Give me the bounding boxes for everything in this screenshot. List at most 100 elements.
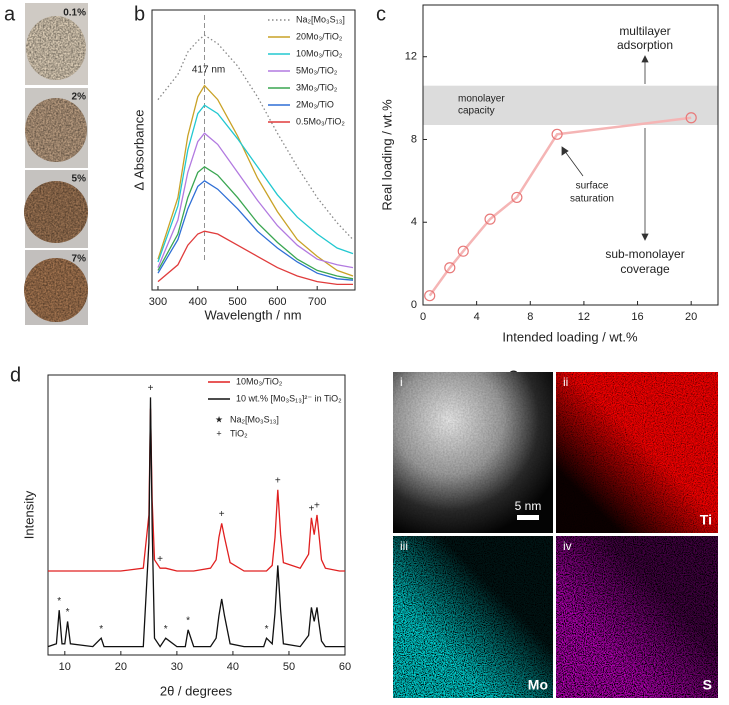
panel-label: b xyxy=(134,3,145,25)
peak-label: + xyxy=(275,475,281,486)
photo-label: 0.1% xyxy=(63,8,86,19)
key-symbol: + xyxy=(216,428,221,438)
annotation: coverage xyxy=(620,262,670,276)
x-axis-title: 2θ / degrees xyxy=(160,683,233,698)
peak-label: + xyxy=(148,383,154,394)
peak-label: + xyxy=(157,554,163,565)
legend-label: 5Mo₃/TiO₂ xyxy=(296,65,338,75)
point xyxy=(424,290,436,302)
x-tick-label: 0 xyxy=(420,311,426,323)
y-tick-label: 4 xyxy=(411,216,417,228)
annotation: 417 nm xyxy=(192,65,225,76)
annotation: adsorption xyxy=(617,38,673,52)
plot-frame xyxy=(422,4,719,306)
element-label: Mo xyxy=(528,677,548,693)
legend-label: 10Mo₃/TiO₂ xyxy=(236,376,283,386)
series-line xyxy=(157,34,354,241)
x-tick-label: 700 xyxy=(308,296,326,308)
element-label: S xyxy=(703,677,712,693)
arrow-head xyxy=(561,146,569,156)
annotation: surface xyxy=(576,181,609,192)
peak-label: * xyxy=(57,596,61,607)
series-line xyxy=(157,165,354,280)
peak-label: * xyxy=(265,624,269,635)
arrow-head xyxy=(641,233,649,241)
photo-label: 5% xyxy=(72,174,87,185)
point xyxy=(511,191,523,204)
series-line xyxy=(48,408,345,572)
legend-label: 3Mo₃/TiO₂ xyxy=(296,82,338,92)
legend-label: Na₂[Mo₃S₁₃] xyxy=(296,14,345,24)
powder-texture xyxy=(24,258,88,322)
x-tick-label: 40 xyxy=(227,661,239,673)
y-tick-label: 12 xyxy=(405,51,417,63)
x-tick-label: 20 xyxy=(685,311,697,323)
map-label: i xyxy=(400,375,403,389)
annotation: multilayer xyxy=(619,24,670,38)
element-label: Ti xyxy=(700,512,712,528)
peak-label: * xyxy=(186,615,190,626)
x-tick-label: 8 xyxy=(527,311,533,323)
mo-shade xyxy=(393,536,553,698)
y-tick-label: 8 xyxy=(411,133,417,145)
x-tick-label: 20 xyxy=(115,661,127,673)
peak-label: * xyxy=(66,607,70,618)
legend-label: 2Mo₃/TiO xyxy=(296,99,334,109)
series-line xyxy=(157,104,354,263)
arrow-head xyxy=(641,55,649,63)
peak-label: + xyxy=(219,509,225,520)
series-line xyxy=(157,230,353,286)
s-shade xyxy=(556,536,718,698)
series-line xyxy=(157,84,354,277)
panel-label: c xyxy=(376,3,386,25)
photo-label: 7% xyxy=(72,254,87,265)
legend-label: 0.5Mo₃/TiO₂ xyxy=(296,116,345,126)
band-label: monolayer xyxy=(458,93,505,104)
point xyxy=(444,262,456,274)
annotation: sub-monolayer xyxy=(605,247,684,261)
y-axis-title: Real loading / wt.% xyxy=(379,99,394,211)
x-tick-label: 50 xyxy=(283,661,295,673)
legend-label: 10Mo₃/TiO₂ xyxy=(296,48,343,58)
arrow xyxy=(563,149,584,177)
x-tick-label: 12 xyxy=(578,311,590,323)
point xyxy=(484,213,496,225)
powder-texture xyxy=(25,98,87,162)
x-tick-label: 500 xyxy=(228,296,246,308)
series-line xyxy=(47,397,345,648)
series-line xyxy=(428,116,692,297)
x-tick-label: 4 xyxy=(474,311,480,323)
y-axis-title: Intensity xyxy=(21,490,36,539)
plot-frame xyxy=(47,374,346,656)
x-axis-title: Intended loading / wt.% xyxy=(502,329,638,344)
point xyxy=(551,128,563,140)
x-tick-label: 60 xyxy=(339,661,351,673)
key-label: Na₂[Mo₃S₁₃] xyxy=(230,414,279,424)
x-tick-label: 300 xyxy=(149,296,167,308)
peak-label: + xyxy=(308,503,314,514)
ti-shade xyxy=(556,372,718,533)
peak-label: * xyxy=(164,624,168,635)
scale-bar xyxy=(517,515,539,520)
peak-label: * xyxy=(99,624,103,635)
scale-bar-label: 5 nm xyxy=(515,499,542,513)
x-tick-label: 16 xyxy=(631,311,643,323)
legend-label: 20Mo₃/TiO₂ xyxy=(296,31,343,41)
peak-label: + xyxy=(314,501,320,512)
key-label: TiO₂ xyxy=(230,428,248,438)
photo-label: 2% xyxy=(72,92,87,103)
x-tick-label: 30 xyxy=(171,661,183,673)
photos: 0.1% 2% 5% 7% xyxy=(24,3,88,325)
x-axis-title: Wavelength / nm xyxy=(204,307,301,322)
series-line xyxy=(157,179,354,281)
panel-label: a xyxy=(4,3,16,25)
x-tick-label: 10 xyxy=(59,661,71,673)
powder-texture xyxy=(26,16,86,80)
annotation: saturation xyxy=(570,194,614,205)
elemental-maps: i ii iii iv Ti Mo S 5 nm xyxy=(393,372,718,698)
panel-label: d xyxy=(10,364,21,386)
x-tick-label: 600 xyxy=(268,296,286,308)
map-label: ii xyxy=(563,375,568,389)
legend-label: 10 wt.% [Mo₃S₁₃]²⁻ in TiO₂ xyxy=(236,393,342,403)
